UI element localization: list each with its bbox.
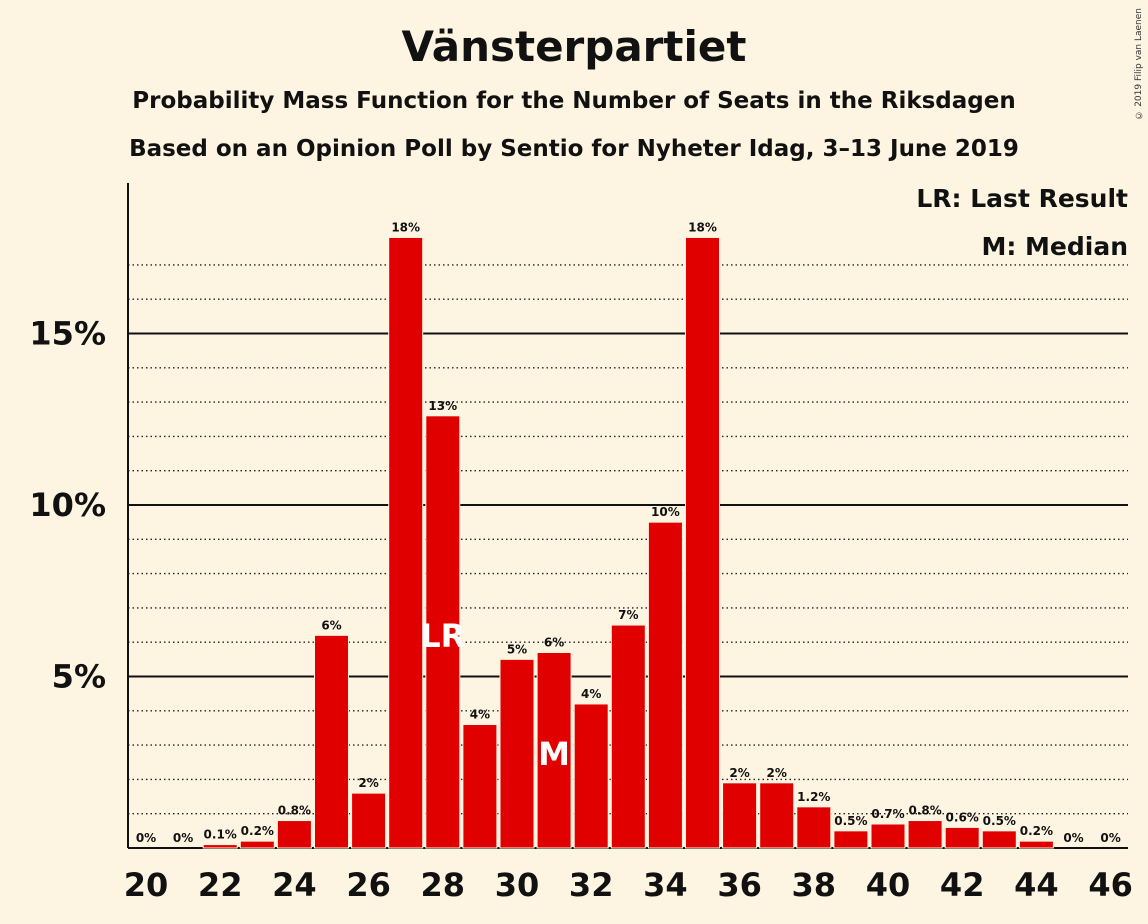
x-tick-label: 28 bbox=[421, 866, 466, 904]
chart-title: Vänsterpartiet bbox=[401, 22, 747, 71]
value-label-seat-27: 18% bbox=[391, 220, 420, 234]
x-tick-label: 30 bbox=[495, 866, 540, 904]
value-label-seat-29: 4% bbox=[470, 708, 490, 722]
value-label-seat-23: 0.2% bbox=[241, 824, 274, 838]
bar-seat-41 bbox=[907, 820, 943, 849]
value-label-seat-38: 1.2% bbox=[797, 790, 830, 804]
value-label-seat-22: 0.1% bbox=[204, 828, 237, 842]
value-label-seat-41: 0.8% bbox=[908, 804, 941, 818]
value-label-seat-46: 0% bbox=[1100, 831, 1120, 845]
legend-last-result: LR: Last Result bbox=[916, 184, 1128, 213]
value-label-seat-39: 0.5% bbox=[834, 814, 867, 828]
bar-seat-27 bbox=[388, 236, 424, 849]
value-label-seat-36: 2% bbox=[729, 766, 749, 780]
bar-seat-37 bbox=[759, 782, 795, 849]
x-tick-label: 40 bbox=[866, 866, 911, 904]
y-tick-label: 15% bbox=[29, 315, 106, 353]
bar-seat-28 bbox=[425, 415, 461, 849]
bar-seat-29 bbox=[462, 724, 498, 849]
value-label-seat-20: 0% bbox=[136, 831, 156, 845]
y-tick-label: 5% bbox=[52, 658, 106, 696]
bar-seat-22 bbox=[202, 844, 238, 849]
value-label-seat-37: 2% bbox=[767, 766, 787, 780]
value-label-seat-33: 7% bbox=[618, 608, 638, 622]
value-label-seat-25: 6% bbox=[321, 618, 341, 632]
bar-seat-23 bbox=[239, 840, 275, 849]
bar-seat-38 bbox=[796, 806, 832, 849]
bar-seat-25 bbox=[314, 634, 349, 849]
value-label-seat-28: 13% bbox=[428, 399, 457, 413]
chart-subtitle-2: Based on an Opinion Poll by Sentio for N… bbox=[129, 136, 1019, 162]
bar-seat-36 bbox=[722, 782, 758, 849]
bar-seat-40 bbox=[870, 823, 906, 849]
value-label-seat-30: 5% bbox=[507, 642, 527, 656]
bar-seat-44 bbox=[1018, 840, 1054, 849]
x-tick-label: 44 bbox=[1014, 866, 1059, 904]
bar-seat-42 bbox=[944, 826, 980, 849]
x-tick-label: 26 bbox=[346, 866, 391, 904]
x-tick-label: 32 bbox=[569, 866, 614, 904]
value-label-seat-40: 0.7% bbox=[871, 807, 904, 821]
chart-subtitle-1: Probability Mass Function for the Number… bbox=[132, 88, 1016, 114]
value-label-seat-43: 0.5% bbox=[983, 814, 1016, 828]
bar-seat-31 bbox=[536, 651, 572, 849]
bar-seat-30 bbox=[499, 658, 535, 849]
value-label-seat-44: 0.2% bbox=[1020, 824, 1053, 838]
value-label-seat-35: 18% bbox=[688, 220, 717, 234]
value-label-seat-42: 0.6% bbox=[946, 810, 979, 824]
median-marker: M bbox=[538, 735, 570, 773]
bar-seat-33 bbox=[610, 624, 646, 849]
bar-seat-35 bbox=[685, 236, 720, 849]
bar-seat-34 bbox=[647, 521, 683, 849]
value-label-seat-31: 6% bbox=[544, 635, 564, 649]
y-tick-label: 10% bbox=[29, 486, 106, 524]
x-tick-label: 38 bbox=[792, 866, 837, 904]
value-label-seat-26: 2% bbox=[358, 776, 378, 790]
x-tick-label: 20 bbox=[124, 866, 169, 904]
x-tick-label: 34 bbox=[643, 866, 688, 904]
bar-seat-39 bbox=[833, 830, 869, 849]
value-label-seat-34: 10% bbox=[651, 505, 680, 519]
bar-seat-26 bbox=[351, 792, 387, 849]
bar-seat-24 bbox=[276, 820, 312, 849]
value-label-seat-32: 4% bbox=[581, 687, 601, 701]
bar-seat-32 bbox=[573, 703, 609, 849]
x-tick-label: 42 bbox=[940, 866, 985, 904]
x-tick-label: 46 bbox=[1088, 866, 1133, 904]
x-tick-label: 24 bbox=[272, 866, 317, 904]
legend-median: M: Median bbox=[981, 232, 1128, 261]
bar-seat-43 bbox=[981, 830, 1017, 849]
x-tick-label: 22 bbox=[198, 866, 243, 904]
value-label-seat-24: 0.8% bbox=[278, 804, 311, 818]
value-label-seat-45: 0% bbox=[1063, 831, 1083, 845]
value-label-seat-21: 0% bbox=[173, 831, 193, 845]
x-tick-label: 36 bbox=[717, 866, 762, 904]
last-result-marker: LR bbox=[420, 617, 465, 655]
